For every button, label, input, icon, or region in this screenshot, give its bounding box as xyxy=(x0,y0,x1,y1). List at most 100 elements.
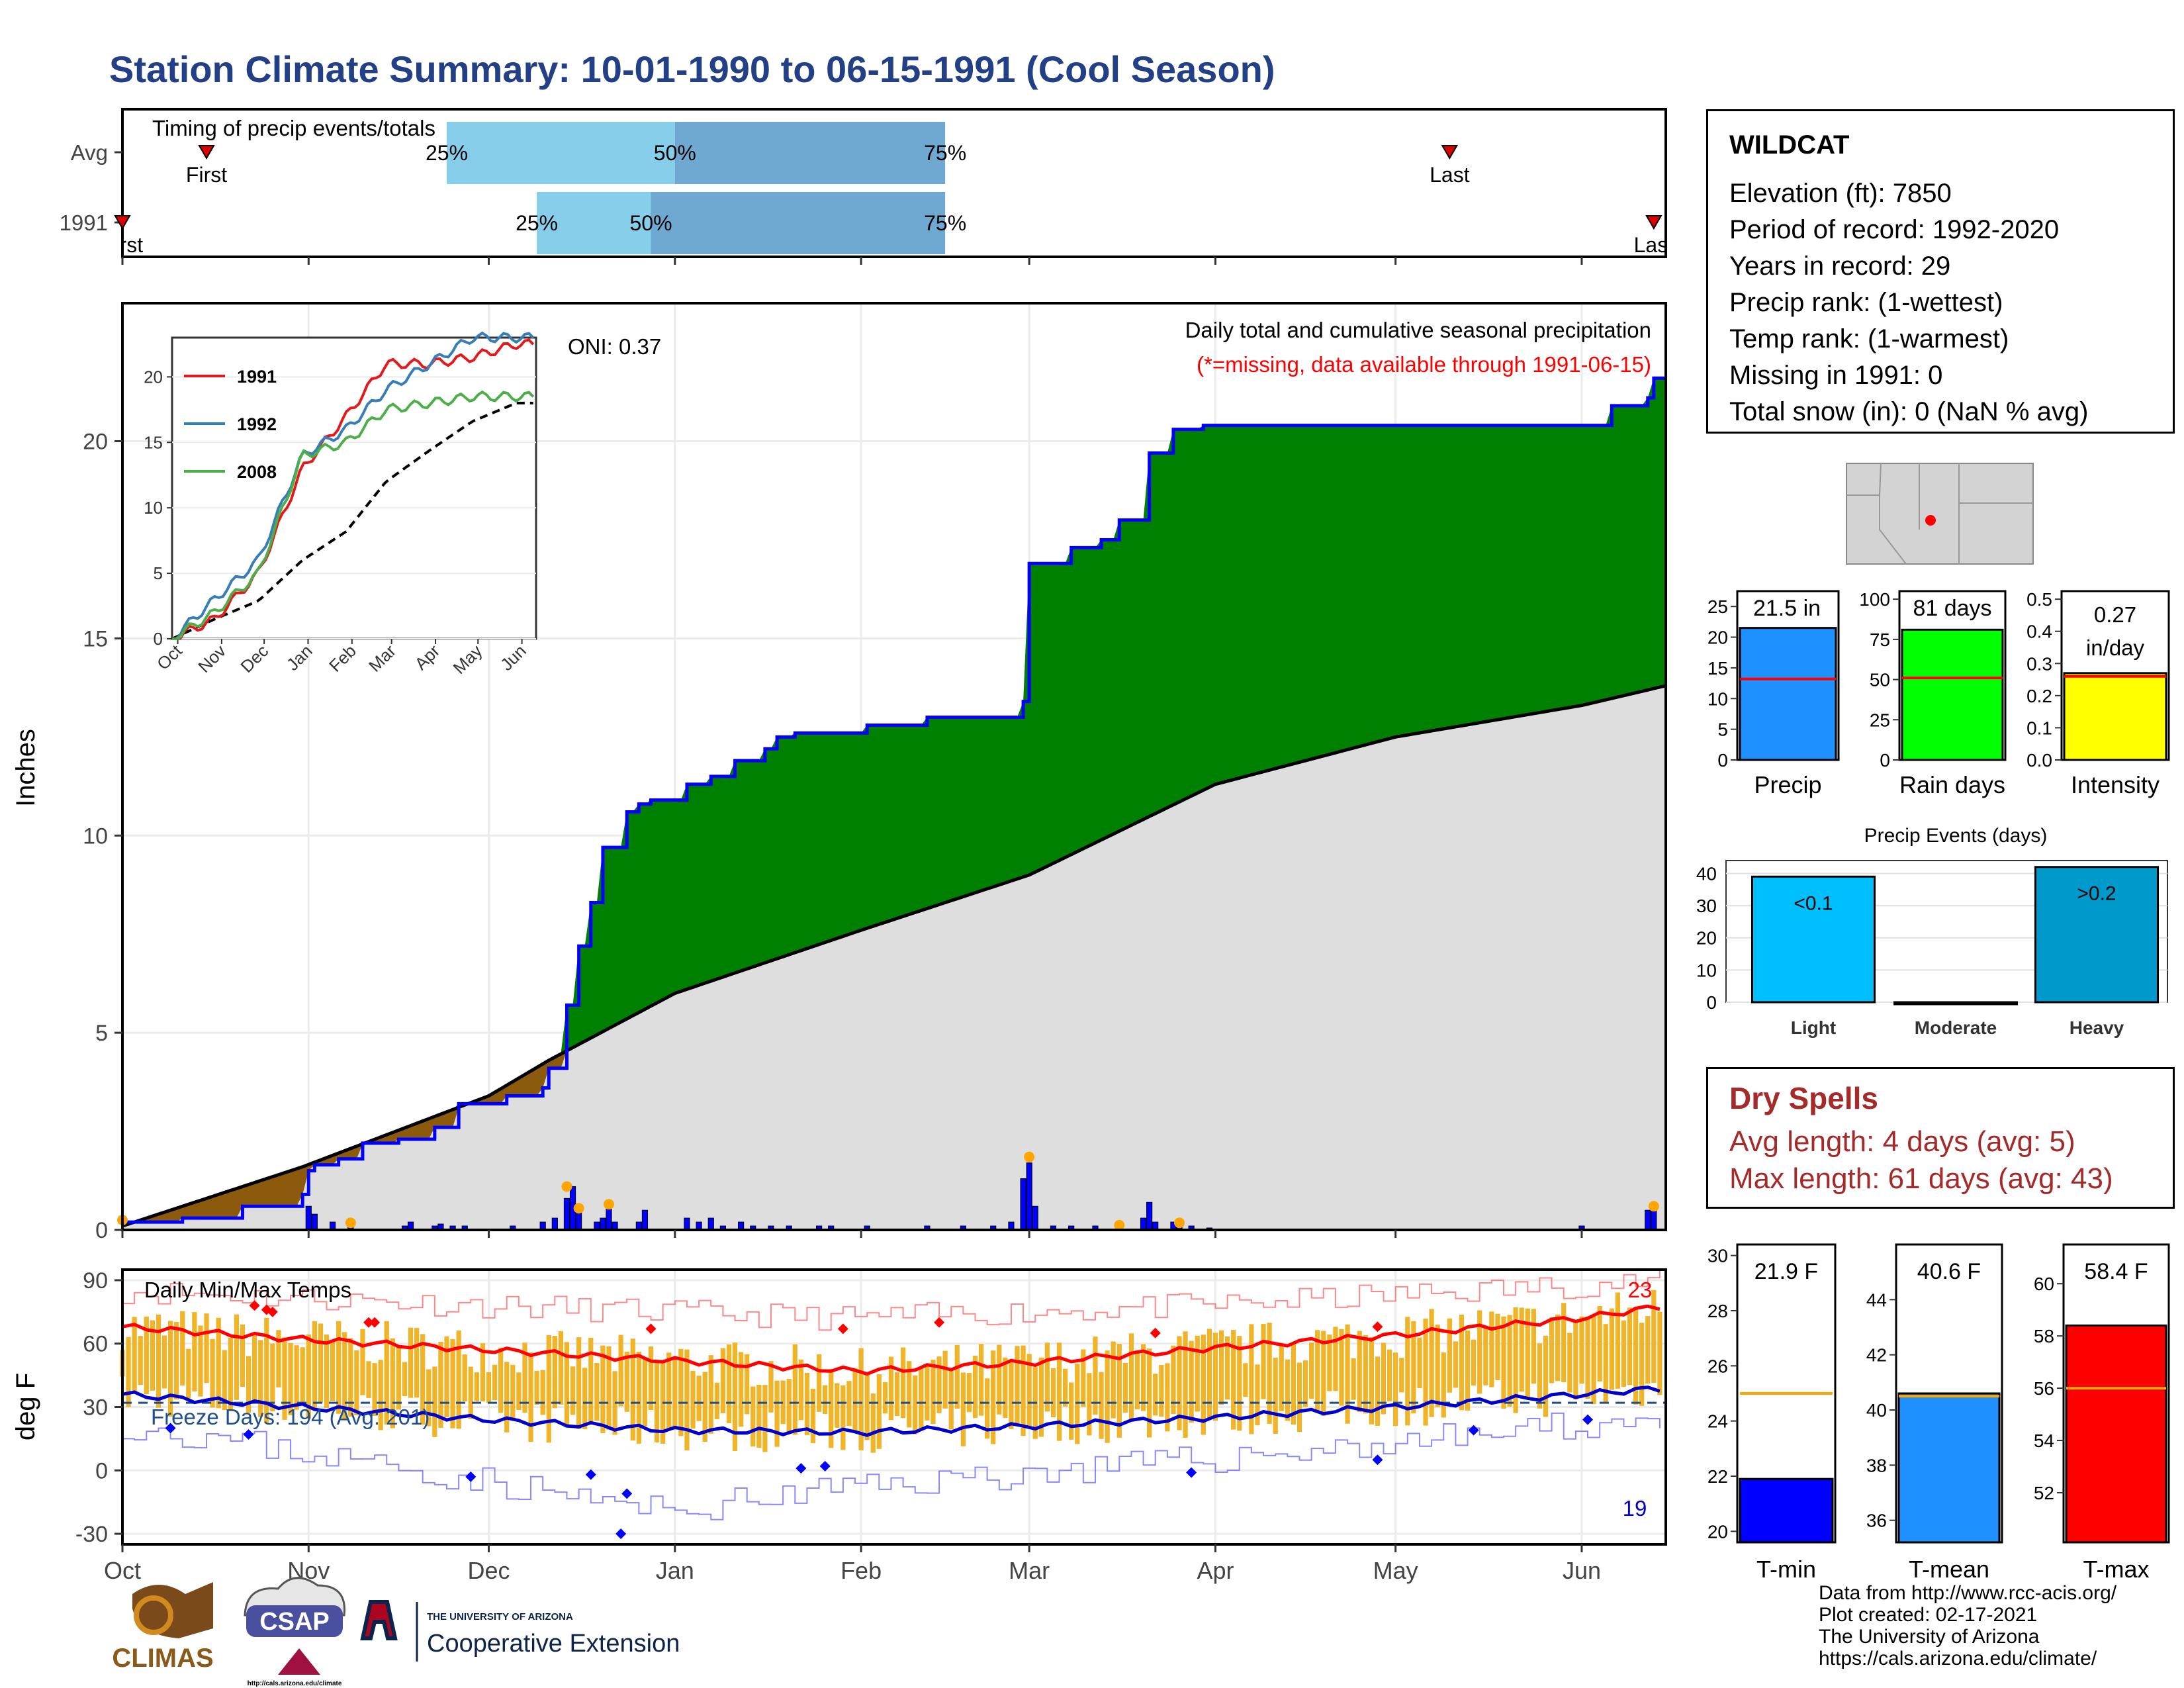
daily-temp-bar xyxy=(810,1388,816,1444)
daily-temp-bar xyxy=(907,1361,912,1428)
rain-days-label: 81 days xyxy=(1913,596,1991,621)
daily-temp-bar xyxy=(841,1385,846,1450)
daily-temp-bar xyxy=(288,1342,293,1416)
intensity-value-label: 0.27 xyxy=(2094,602,2136,627)
daily-temp-bar xyxy=(372,1363,377,1416)
summary-ytick-label: 75 xyxy=(1870,630,1890,650)
daily-precip-bar xyxy=(1645,1209,1651,1231)
events-bar xyxy=(1751,875,1876,1004)
daily-temp-bar xyxy=(696,1376,702,1421)
daily-precip-bar xyxy=(1032,1205,1038,1231)
timing-bar-25-50 xyxy=(537,192,651,254)
daily-precip-marker xyxy=(1114,1219,1125,1231)
observed-cumulative-line xyxy=(122,376,1666,1224)
temp-ytick-label: 60 xyxy=(83,1332,108,1357)
daily-temp-bar xyxy=(492,1364,498,1401)
daily-temp-bar xyxy=(552,1336,557,1409)
summary-ytick-label: 25 xyxy=(1707,596,1728,617)
intensity-unit-label: in/day xyxy=(2086,635,2145,660)
tsummary-ytick-label: 26 xyxy=(1707,1356,1728,1376)
dry-spells-box: Dry Spells Avg length: 4 days (avg: 5) M… xyxy=(1706,1067,2175,1209)
daily-temp-bar xyxy=(1579,1316,1584,1384)
daily-temp-bar xyxy=(1399,1358,1404,1393)
daily-temp-bar xyxy=(396,1346,402,1410)
inset-frame xyxy=(171,336,537,640)
daily-temp-bar xyxy=(1003,1357,1008,1419)
daily-precip-bar xyxy=(1146,1201,1153,1231)
timing-last-marker xyxy=(1441,145,1459,160)
summary-bar xyxy=(1739,627,1837,761)
daily-temp-bar xyxy=(1189,1340,1194,1423)
map-state-lines xyxy=(1846,463,2033,565)
inset-ytick-label: 15 xyxy=(144,432,163,452)
daily-temp-bar xyxy=(1351,1358,1356,1400)
record-high-marker xyxy=(1150,1327,1161,1338)
record-low-marker xyxy=(1372,1454,1383,1466)
daily-temp-bar xyxy=(1513,1307,1518,1413)
daily-temp-bar xyxy=(402,1362,408,1397)
daily-temp-bar xyxy=(1459,1314,1465,1411)
summary-ytick-label: 0.0 xyxy=(2026,750,2052,771)
daily-temp-bar xyxy=(991,1350,996,1444)
record-high-marker xyxy=(934,1317,945,1328)
precip-panel: 0 5 10 15 20 Inches Daily total and cumulative… xyxy=(11,302,1667,1243)
daily-temp-bar xyxy=(1417,1337,1422,1388)
daily-temp-bar xyxy=(823,1385,828,1415)
tsummary-ytick-label: 54 xyxy=(2034,1430,2054,1451)
record-low-line xyxy=(122,1412,1661,1521)
climas-logo-text: CLIMAS xyxy=(112,1644,213,1673)
daily-temp-bar xyxy=(1081,1349,1086,1407)
daily-temp-bar xyxy=(1261,1324,1266,1399)
hot-days-count: 23 xyxy=(1628,1278,1653,1302)
daily-temp-bar xyxy=(192,1312,197,1391)
daily-temp-bar xyxy=(1333,1327,1338,1391)
daily-temp-bar xyxy=(210,1338,215,1408)
record-low-marker xyxy=(819,1460,831,1472)
record-high-marker xyxy=(369,1317,381,1328)
daily-temp-bar xyxy=(1339,1329,1344,1406)
daily-temp-bar xyxy=(156,1314,161,1408)
daily-temp-bar xyxy=(1573,1321,1578,1400)
summary-category-label: Intensity xyxy=(2071,771,2160,798)
daily-temp-bar xyxy=(1255,1364,1260,1425)
daily-temp-bar xyxy=(1249,1324,1254,1434)
daily-temp-bar xyxy=(870,1393,876,1453)
daily-temp-bar xyxy=(306,1334,311,1419)
daily-temp-bar xyxy=(1297,1362,1302,1432)
daily-temp-bar xyxy=(948,1369,954,1430)
csap-mountain xyxy=(278,1648,320,1675)
daily-temp-bar xyxy=(630,1338,635,1441)
daily-precip-marker xyxy=(1174,1217,1185,1229)
ua-logo-a xyxy=(360,1600,398,1640)
daily-precip-bar xyxy=(1026,1162,1032,1231)
daily-precip-marker xyxy=(603,1199,614,1210)
dry-spells-title: Dry Spells xyxy=(1729,1081,1878,1115)
daily-temp-bar xyxy=(1609,1308,1614,1390)
daily-temp-bar xyxy=(642,1358,648,1427)
daily-temp-bar xyxy=(1279,1344,1284,1411)
daily-temp-bar xyxy=(936,1356,942,1413)
daily-temp-bar xyxy=(330,1340,336,1401)
daily-temp-bar xyxy=(1267,1323,1272,1424)
daily-temp-bar xyxy=(546,1335,551,1443)
daily-temp-bar xyxy=(444,1336,449,1418)
daily-temp-bar xyxy=(1224,1336,1230,1400)
daily-temp-bar xyxy=(846,1381,852,1427)
summary-category-label: Rain days xyxy=(1899,771,2005,798)
inset-legend-label: 2008 xyxy=(237,462,277,482)
daily-temp-bar xyxy=(384,1321,389,1425)
events-ytick-label: 20 xyxy=(1696,928,1717,949)
summary-ytick-label: 0.4 xyxy=(2026,622,2052,642)
tsummary-ytick-label: 52 xyxy=(2034,1483,2054,1503)
daily-temp-bar xyxy=(966,1373,972,1413)
daily-temp-bar xyxy=(852,1368,858,1433)
tsummary-ytick-label: 56 xyxy=(2034,1378,2054,1399)
precip-frame xyxy=(121,302,1667,1231)
daily-temp-bar xyxy=(720,1348,726,1413)
record-low-marker xyxy=(465,1471,477,1482)
daily-temp-bar xyxy=(270,1343,275,1412)
record-low-marker xyxy=(615,1528,627,1540)
daily-precip-bar xyxy=(1140,1217,1147,1231)
daily-temp-bar xyxy=(504,1362,510,1432)
daily-temp-bar xyxy=(919,1368,924,1430)
